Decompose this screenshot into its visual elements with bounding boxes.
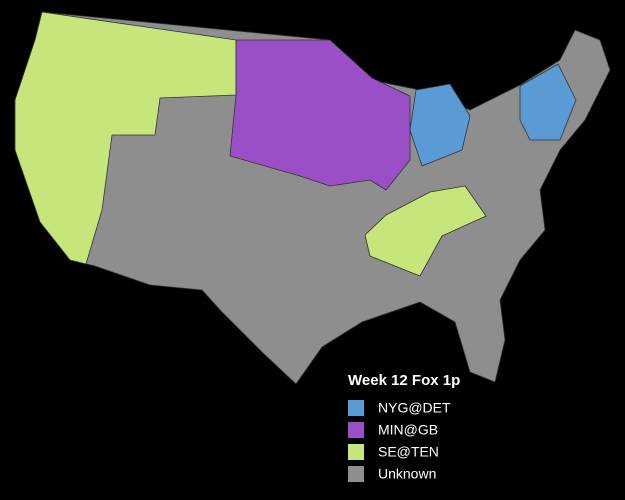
map — [14, 11, 611, 385]
legend-swatch — [348, 400, 364, 416]
legend-swatch — [348, 444, 364, 460]
legend-label: MIN@GB — [378, 422, 438, 438]
northeast-region — [519, 63, 577, 141]
michigan-region — [409, 83, 471, 167]
legend-label: SE@TEN — [378, 444, 439, 460]
tennessee-region — [364, 185, 487, 277]
west-region — [14, 11, 237, 265]
legend-title: Week 12 Fox 1p — [348, 372, 460, 389]
legend-swatch — [348, 466, 364, 482]
legend-label: Unknown — [378, 466, 436, 482]
midwest-region — [229, 39, 411, 191]
legend-swatch — [348, 422, 364, 438]
legend-label: NYG@DET — [378, 400, 451, 416]
unknown-region — [14, 11, 611, 385]
legend: Week 12 Fox 1p NYG@DET MIN@GB SE@TEN Unknow… — [348, 372, 460, 482]
